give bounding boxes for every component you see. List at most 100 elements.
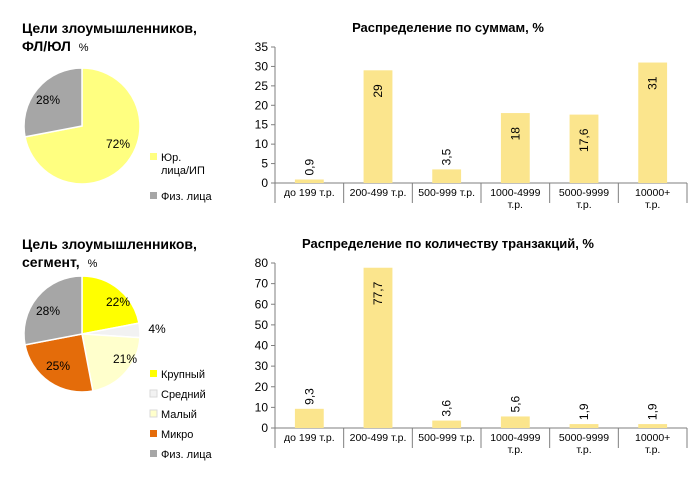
bar1-category-label-4-1: т.р. [576, 199, 591, 211]
bar2-category-label-3-1: т.р. [508, 444, 523, 456]
bar1-category-label-0-0: до 199 т.р. [284, 187, 335, 199]
bar1-y-tick-label-5: 25 [255, 79, 269, 93]
bar2-data-label-4: 1,9 [577, 403, 591, 420]
bar2-category-label-5-1: т.р. [645, 444, 660, 456]
bar2-data-label-0: 9,3 [302, 388, 316, 405]
pie2-legend-swatch-3 [150, 430, 157, 437]
pie1-legend-label-0-1: лица/ИП [161, 165, 205, 177]
bar1-bar-3 [500, 113, 530, 183]
bar1-data-label-4: 17,6 [577, 128, 591, 152]
bar1-category-label-4-0: 5000-9999 [559, 187, 609, 199]
bar1-data-label-1: 29 [371, 84, 385, 98]
pie2-title: Цель злоумышленников, [22, 236, 197, 252]
pie2-slice-3 [24, 333, 94, 393]
bar1-data-label-3: 18 [508, 127, 522, 141]
bar1-bar-2 [432, 169, 462, 183]
pie1-slice-label-0: 72% [106, 137, 130, 151]
bar2-category-label-0-0: до 199 т.р. [284, 432, 335, 444]
bar2-data-label-2: 3,6 [440, 400, 454, 417]
pie1-slice-label-1: 28% [36, 93, 60, 107]
bar1-bar-1 [363, 70, 393, 183]
bar1-y-tick-label-1: 5 [261, 157, 268, 171]
bar2-y-tick-label-0: 0 [261, 421, 268, 435]
bar1-category-label-5-1: т.р. [645, 199, 660, 211]
pie1-title-line2-text: ФЛ/ЮЛ [22, 38, 71, 54]
bar2-bar-2 [432, 420, 462, 428]
bar2-bar-5 [638, 424, 668, 428]
bar1-y-tick-label-2: 10 [255, 137, 269, 151]
pie2-legend-swatch-4 [150, 450, 157, 457]
bar2-data-label-5: 1,9 [646, 403, 660, 420]
bar1-y-tick-label-7: 35 [255, 40, 269, 54]
bar2-category-label-4-0: 5000-9999 [559, 432, 609, 444]
bar2-y-tick-label-7: 70 [255, 277, 269, 291]
bar2-y-tick-label-6: 60 [255, 297, 269, 311]
bar2-bar-4 [569, 424, 599, 428]
pie2-slice-label-3: 25% [46, 359, 70, 373]
bar1-category-label-2-0: 500-999 т.р. [418, 187, 475, 199]
bar2-y-tick-label-4: 40 [255, 339, 269, 353]
pie2-slice-4 [23, 275, 83, 346]
bar2-title: Распределение по количеству транзакций, … [302, 236, 594, 251]
bar2-data-label-3: 5,6 [508, 395, 522, 412]
bar2-category-label-1-0: 200-499 т.р. [350, 432, 407, 444]
pie1-title: Цели злоумышленников, [22, 20, 197, 36]
bar1-category-label-3-1: т.р. [508, 199, 523, 211]
pie2-title-unit: % [88, 258, 98, 270]
bar1-category-label-1-0: 200-499 т.р. [350, 187, 407, 199]
pie2-legend-label-4: Физ. лица [161, 449, 213, 461]
pie2-slice-label-4: 28% [36, 304, 60, 318]
bar2-bar-1 [363, 267, 393, 428]
pie2-chart: 22% 4% 21% 25% 28% [23, 275, 166, 393]
bar2-y-tick-label-1: 10 [255, 400, 269, 414]
pie2-slice-2 [81, 333, 141, 392]
bar1-bar-4 [569, 114, 599, 183]
bar2-y-tick-label-5: 50 [255, 318, 269, 332]
pie1-legend-label-0-0: Юр. [161, 152, 181, 164]
bar1-data-label-5: 31 [646, 76, 660, 90]
bar1-chart: 0 5 10 15 20 25 30 35 0,9 до 199 т.р. 29 200-499 т.… [255, 40, 688, 211]
bar2-y-tick-label-2: 20 [255, 380, 269, 394]
pie2-slice-0 [81, 275, 140, 335]
pie2-legend-label-0: Крупный [161, 369, 205, 381]
pie1-chart: 72% 28% [23, 67, 141, 185]
pie2-slice-label-0: 22% [106, 295, 130, 309]
bar1-title: Распределение по суммам, % [352, 20, 544, 35]
bar2-y-tick-label-3: 30 [255, 359, 269, 373]
bar2-y-tick-label-8: 80 [255, 256, 269, 270]
pie2-legend: Крупный Средний Малый Микро Физ. лица [149, 369, 213, 461]
pie2-legend-swatch-1 [149, 389, 158, 398]
pie1-title-line2: ФЛ/ЮЛ % [22, 38, 89, 54]
bar2-bar-0 [294, 408, 324, 428]
pie1-legend-swatch-0 [150, 153, 157, 160]
bar1-data-label-0: 0,9 [302, 158, 316, 175]
pie2-legend-label-3: Микро [161, 429, 193, 441]
bar1-y-tick-label-0: 0 [261, 176, 268, 190]
bar2-category-label-2-0: 500-999 т.р. [418, 432, 475, 444]
bar1-y-tick-label-4: 20 [255, 98, 269, 112]
pie1-slice-1 [23, 67, 83, 138]
bar1-bar-5 [638, 62, 668, 183]
bar1-y-tick-label-3: 15 [255, 118, 269, 132]
pie2-legend-label-2: Малый [161, 409, 197, 421]
bar1-bar-0 [294, 179, 324, 183]
pie1-legend-label-1-0: Физ. лица [161, 191, 213, 203]
bar2-chart: 0 10 20 30 40 50 60 70 80 9,3 до 199 т.р. 77,7 200-4… [255, 256, 688, 456]
bar2-bar-3 [500, 416, 530, 428]
pie2-slice-label-2: 21% [113, 352, 137, 366]
bar1-y-tick-label-6: 30 [255, 59, 269, 73]
pie2-legend-label-1: Средний [161, 389, 206, 401]
pie2-title-line2: сегмент, % [22, 254, 98, 270]
pie2-title-line2-text: сегмент, [22, 254, 80, 270]
pie2-slice-label-1: 4% [148, 322, 166, 336]
bar2-data-label-1: 77,7 [371, 281, 385, 305]
bar1-data-label-2: 3,5 [440, 148, 454, 165]
pie2-legend-swatch-2 [149, 409, 158, 418]
bar1-category-label-5-0: 10000+ [635, 187, 670, 199]
pie2-legend-swatch-0 [150, 370, 157, 377]
bar2-category-label-3-0: 1000-4999 [490, 432, 540, 444]
pie1-title-unit: % [79, 42, 89, 54]
bar1-category-label-3-0: 1000-4999 [490, 187, 540, 199]
bar2-category-label-4-1: т.р. [576, 444, 591, 456]
